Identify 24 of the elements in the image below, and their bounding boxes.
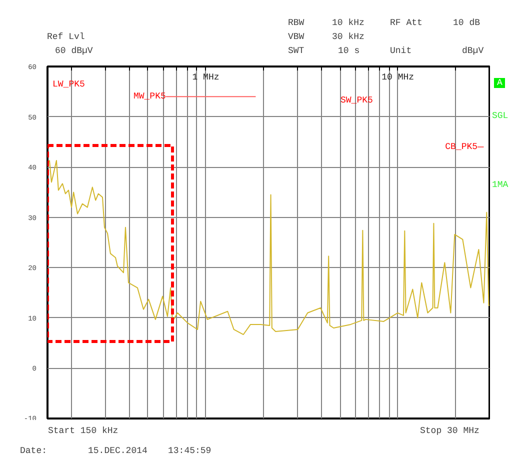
text: 15.DEC.2014 bbox=[88, 446, 148, 456]
text: Ref Lvl bbox=[47, 32, 85, 42]
text: SGL bbox=[492, 111, 508, 121]
text: 10 kHz bbox=[332, 18, 364, 28]
text: A bbox=[494, 78, 506, 88]
text: 13:45:59 bbox=[168, 446, 212, 456]
text: 1MA bbox=[492, 180, 508, 190]
text: VBW bbox=[288, 32, 304, 42]
text: Date: bbox=[20, 446, 48, 456]
text: Stop 30 MHz bbox=[420, 426, 480, 436]
text: 10 dB bbox=[453, 18, 480, 28]
text: dBµV bbox=[462, 46, 484, 56]
text: Unit bbox=[390, 46, 412, 56]
series-label: MW_PK5 bbox=[133, 92, 166, 102]
annotation: LW_PK5 bbox=[52, 80, 85, 90]
series-label: CB_PK5 bbox=[445, 142, 478, 152]
text: Start 150 kHz bbox=[48, 426, 118, 436]
text: RF Att bbox=[390, 18, 422, 28]
annotation: SW_PK5 bbox=[340, 96, 373, 106]
text: RBW bbox=[288, 18, 304, 28]
text: 10 s bbox=[338, 46, 360, 56]
text: 30 kHz bbox=[332, 32, 364, 42]
text: 60 dBµV bbox=[55, 46, 93, 56]
text: SWT bbox=[288, 46, 304, 56]
